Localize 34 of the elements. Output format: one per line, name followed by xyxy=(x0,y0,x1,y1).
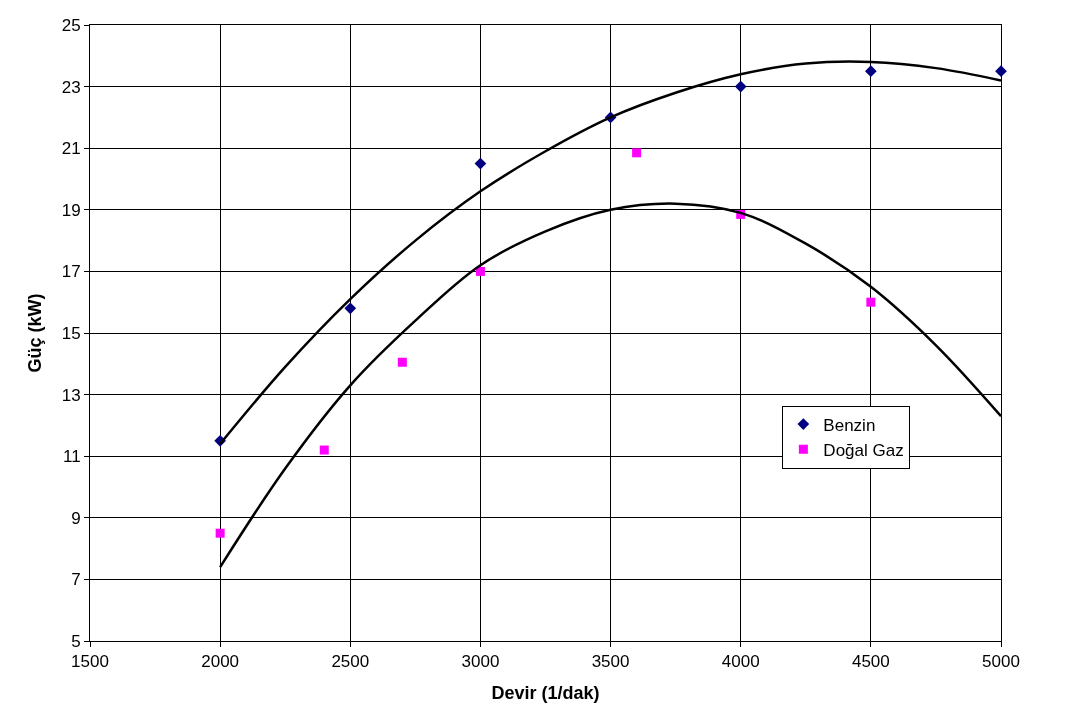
x-tick-label: 3000 xyxy=(461,652,500,672)
legend-label: Doğal Gaz xyxy=(823,440,904,460)
point xyxy=(865,65,877,78)
x-tick-label: 3500 xyxy=(591,652,630,672)
point xyxy=(397,357,407,367)
y-tick-label: 13 xyxy=(61,385,81,405)
y-tick-label: 25 xyxy=(61,15,81,35)
point xyxy=(215,528,225,538)
point xyxy=(344,302,357,315)
point xyxy=(866,297,876,307)
x-tick-label: 5000 xyxy=(982,652,1020,672)
y-tick-label: 23 xyxy=(61,77,81,97)
y-tick-label: 21 xyxy=(61,139,81,159)
x-tick-label: 1500 xyxy=(71,652,109,672)
x-tick-label: 4000 xyxy=(721,652,760,672)
y-tick-label: 7 xyxy=(71,570,81,590)
y-tick-label: 9 xyxy=(71,508,81,528)
y-tick-label: 11 xyxy=(62,447,81,467)
y-tick-label: 5 xyxy=(71,631,81,651)
x-tick-label: 2500 xyxy=(331,652,370,672)
y-tick-label: 17 xyxy=(61,262,81,282)
point xyxy=(734,80,747,93)
point xyxy=(632,148,642,158)
legend-label: Benzin xyxy=(823,415,876,435)
x-tick-label: 2000 xyxy=(201,652,240,672)
y-tick-label: 15 xyxy=(61,323,81,343)
point xyxy=(319,445,329,455)
y-tick-label: 19 xyxy=(61,200,81,220)
point xyxy=(475,266,485,276)
point xyxy=(474,157,487,170)
y-axis-title: Güç (kW) xyxy=(24,293,45,373)
x-tick-label: 4500 xyxy=(851,652,890,672)
point xyxy=(995,65,1007,78)
x-axis-title: Devir (1/dak) xyxy=(491,682,600,703)
